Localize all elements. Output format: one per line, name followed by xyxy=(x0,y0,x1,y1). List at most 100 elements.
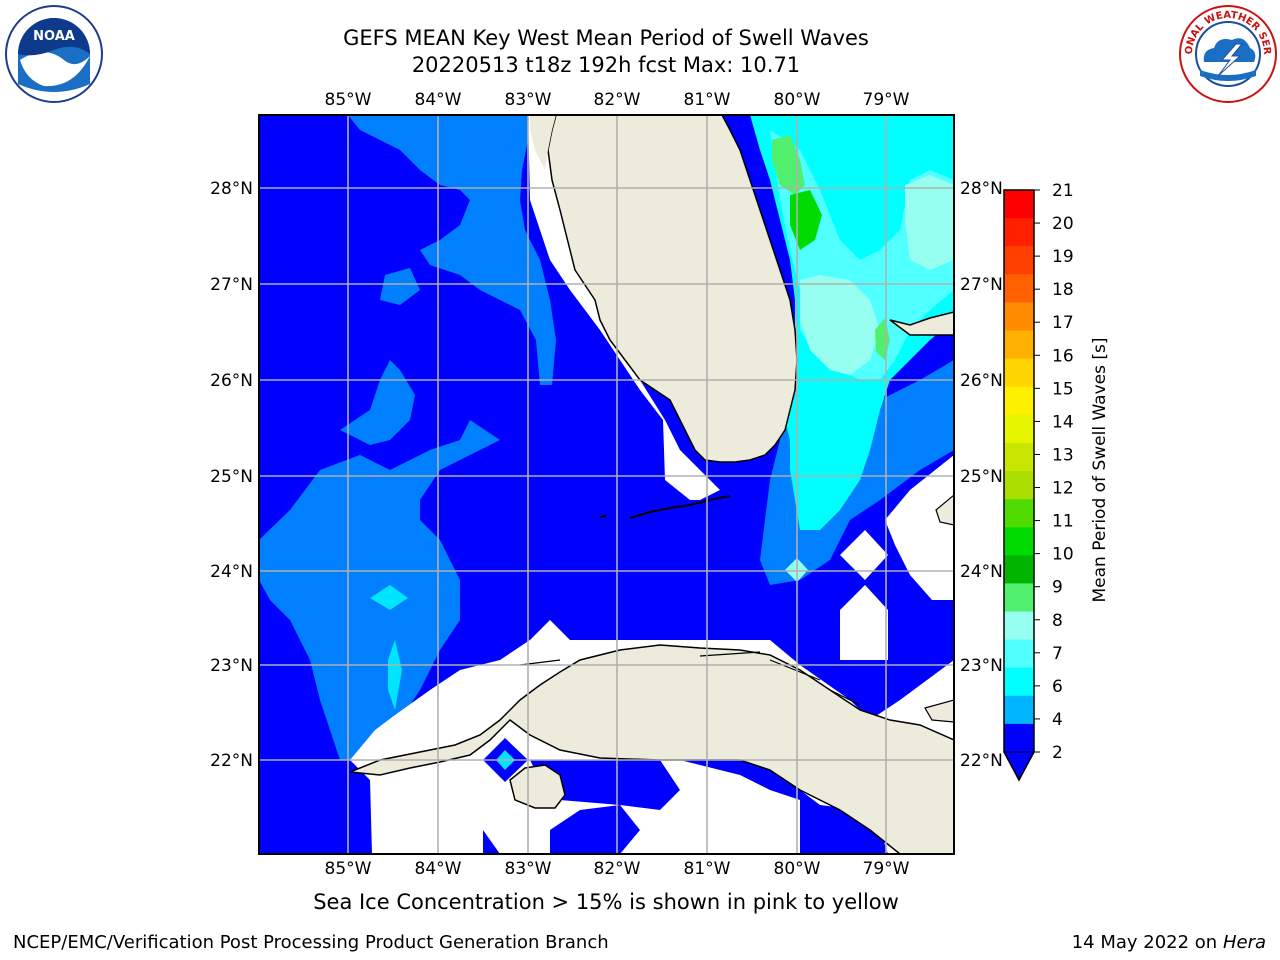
colorbar-swatch xyxy=(1004,218,1034,247)
colorbar-tick-label: 12 xyxy=(1052,479,1074,499)
lon-label: 84°W xyxy=(415,90,462,110)
lon-label: 85°W xyxy=(325,859,372,879)
colorbar-tick-label: 2 xyxy=(1052,743,1063,763)
lon-label: 80°W xyxy=(774,859,821,879)
colorbar-swatch xyxy=(1004,330,1034,360)
colorbar-tick-label: 9 xyxy=(1052,578,1063,598)
colorbar-swatch xyxy=(1004,723,1034,753)
lon-label: 82°W xyxy=(594,859,641,879)
lat-label: 23°N xyxy=(210,656,253,676)
no-data-east-c xyxy=(840,585,888,660)
florida-keys-b xyxy=(599,515,607,518)
colorbar-swatch xyxy=(1004,358,1034,388)
map-gridlines xyxy=(259,115,954,854)
date-stamp: 14 May 2022 on Hera xyxy=(1072,932,1266,953)
no-data-east-a xyxy=(840,530,888,580)
colorbar-tick-label: 8 xyxy=(1052,611,1063,631)
lat-labels-left: 28°N 27°N 26°N 25°N 24°N 23°N 22°N xyxy=(210,179,253,771)
map-field xyxy=(259,115,954,854)
lon-label: 83°W xyxy=(505,90,552,110)
colorbar-swatch xyxy=(1004,611,1034,641)
no-data-east-b xyxy=(885,455,954,600)
lat-label: 27°N xyxy=(210,275,253,295)
land-isla-juventud xyxy=(509,764,566,809)
lon-label: 82°W xyxy=(594,90,641,110)
national-weather-service-logo: NATIONAL WEATHER SERVICE xyxy=(1178,4,1277,103)
colorbar-tick-label: 11 xyxy=(1052,512,1074,532)
colorbar-swatch xyxy=(1004,583,1034,612)
colorbar-label: Mean Period of Swell Waves [s] xyxy=(1090,338,1110,603)
colorbar-swatch xyxy=(1004,695,1034,725)
field-6-7s-strip xyxy=(388,640,402,710)
cuba-north-cays xyxy=(519,651,861,706)
map-frame xyxy=(258,114,955,855)
florida-keys xyxy=(629,495,731,519)
colorbar-tick-label: 6 xyxy=(1052,677,1063,697)
sea-ice-note: Sea Ice Concentration > 15% is shown in … xyxy=(313,890,899,914)
land-bahamas xyxy=(889,311,954,336)
field-6-7s-patch xyxy=(370,585,408,610)
lat-labels-right: 28°N 27°N 26°N 25°N 24°N 23°N 22°N xyxy=(960,179,1003,771)
colorbar-tick-label: 15 xyxy=(1052,379,1074,399)
colorbar-tick-label: 4 xyxy=(1052,710,1063,730)
colorbar-tick-label: 17 xyxy=(1052,313,1074,333)
lat-label: 26°N xyxy=(210,371,253,391)
lat-label: 27°N xyxy=(960,275,1003,295)
colorbar-tick-label: 18 xyxy=(1052,280,1074,300)
colorbar-tick-label: 20 xyxy=(1052,214,1074,234)
lat-label: 25°N xyxy=(960,467,1003,487)
lat-label: 28°N xyxy=(960,179,1003,199)
land-cuba xyxy=(349,644,954,854)
noaa-logo-text: NOAA xyxy=(33,29,75,44)
field-4-6s-west-b xyxy=(340,360,415,445)
field-4-6s-west xyxy=(259,420,500,760)
colorbar-swatch xyxy=(1004,442,1034,472)
colorbar-tick-label: 19 xyxy=(1052,247,1074,267)
lon-label: 79°W xyxy=(863,90,910,110)
colorbar-swatch xyxy=(1004,302,1034,331)
map-title: GEFS MEAN Key West Mean Period of Swell … xyxy=(343,26,869,50)
lat-label: 25°N xyxy=(210,467,253,487)
lat-label: 22°N xyxy=(210,751,253,771)
field-10-11s xyxy=(790,190,822,250)
lon-label: 81°W xyxy=(684,859,731,879)
colorbar-tick-label: 10 xyxy=(1052,545,1074,565)
colorbar-frame xyxy=(1003,189,1035,782)
credit-text: NCEP/EMC/Verification Post Processing Pr… xyxy=(13,932,609,953)
colorbar-swatch xyxy=(1004,639,1034,669)
colorbar-swatch xyxy=(1004,555,1034,584)
colorbar-swatch xyxy=(1004,499,1034,528)
colorbar-tick-label: 7 xyxy=(1052,644,1063,664)
ocean-cuba-south xyxy=(259,760,372,854)
ocean-cuba-south-b xyxy=(460,760,680,810)
lat-label: 26°N xyxy=(960,371,1003,391)
colorbar-swatch xyxy=(1004,190,1034,219)
colorbar-tick-label: 14 xyxy=(1052,412,1074,432)
lon-label: 79°W xyxy=(863,859,910,879)
colorbar-swatch xyxy=(1004,527,1034,556)
machine-name: Hera xyxy=(1222,932,1266,953)
lon-label: 84°W xyxy=(415,859,462,879)
colorbar-swatch xyxy=(1004,246,1034,275)
colorbar-swatch xyxy=(1004,414,1034,444)
lat-label: 22°N xyxy=(960,751,1003,771)
lon-label: 81°W xyxy=(684,90,731,110)
lon-label: 80°W xyxy=(774,90,821,110)
ocean-se-corner xyxy=(483,830,500,854)
map-subtitle: 20220513 t18z 192h fcst Max: 10.71 xyxy=(411,53,801,77)
ocean-cuba-south-d xyxy=(680,760,888,854)
no-data-south-b xyxy=(348,760,800,854)
land-florida xyxy=(547,115,798,463)
date-text: 14 May 2022 on xyxy=(1071,932,1218,953)
lon-labels-bottom: 85°W 84°W 83°W 82°W 81°W 80°W 79°W xyxy=(325,859,910,879)
noaa-logo: NOAA xyxy=(5,5,103,103)
lon-label: 85°W xyxy=(325,90,372,110)
lon-label: 83°W xyxy=(505,859,552,879)
colorbar-tick-label: 16 xyxy=(1052,346,1074,366)
colorbar-swatch xyxy=(1004,386,1034,416)
colorbar-swatch xyxy=(1004,274,1034,303)
colorbar-tick-label: 13 xyxy=(1052,445,1074,465)
colorbar: 21 20 19 18 17 16 15 14 13 12 11 10 9 8 7 6 4 2 xyxy=(1003,181,1074,782)
land-florida-nw xyxy=(530,115,556,170)
